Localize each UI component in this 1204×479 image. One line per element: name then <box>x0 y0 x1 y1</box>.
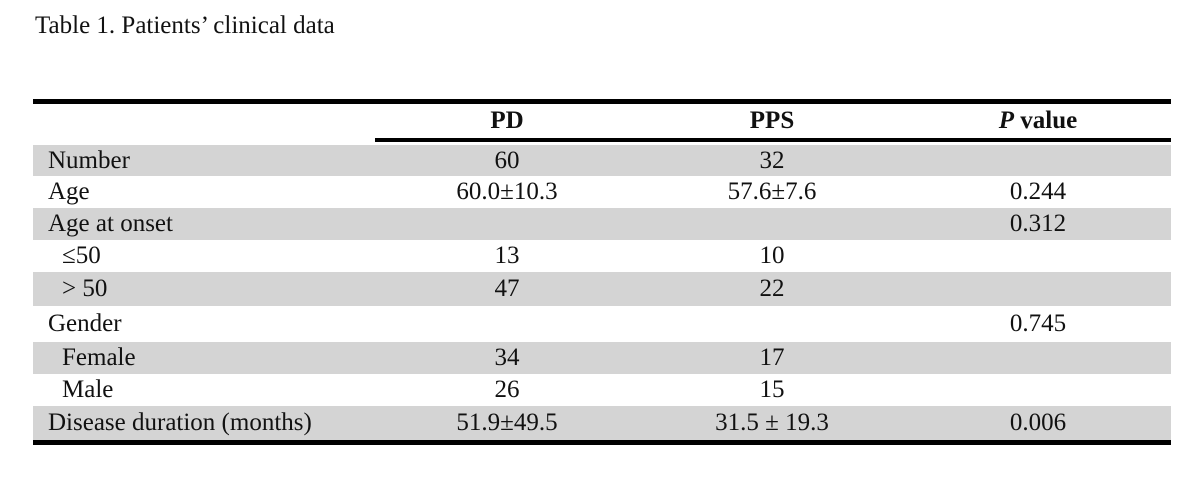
cell-value: 17 <box>759 344 785 371</box>
row-label: Age at onset <box>48 210 173 237</box>
cell-value: 0.745 <box>1009 310 1067 337</box>
table-title: Table 1. Patients’ clinical data <box>35 12 335 39</box>
cell-value: 32 <box>759 146 785 174</box>
table-row: Male 26 15 <box>33 374 1171 406</box>
cell-value: 60.0±10.3 <box>456 178 558 205</box>
cell-value: 0.244 <box>1009 178 1067 205</box>
cell-value: 60 <box>494 146 520 174</box>
cell-value: 57.6±7.6 <box>727 178 817 205</box>
cell-value: 51.9±49.5 <box>456 409 558 436</box>
cell-value: 13 <box>494 242 520 269</box>
table-row: Disease duration (months) 51.9±49.5 31.5 ±… <box>33 406 1171 440</box>
header-italic: P <box>998 107 1015 134</box>
cell-value: 26 <box>494 376 520 403</box>
row-label: Gender <box>48 310 122 337</box>
cell-value: 31.5 ± 19.3 <box>715 409 829 436</box>
cell-value: 22 <box>759 275 785 302</box>
row-label: Age <box>48 178 90 205</box>
table-row: ≤50 13 10 <box>33 240 1171 272</box>
table-row: Gender 0.745 <box>33 306 1171 342</box>
top-rule <box>33 99 1171 104</box>
cell-value: 0.006 <box>1009 409 1067 436</box>
row-label: > 50 <box>62 275 108 302</box>
row-label: Disease duration (months) <box>48 409 312 436</box>
header-text: value <box>1014 107 1078 134</box>
cell-value: 10 <box>759 242 785 269</box>
row-label: Number <box>48 146 130 174</box>
column-header: P value <box>999 107 1077 135</box>
cell-value: 47 <box>494 275 520 302</box>
column-header: PPS <box>749 107 795 134</box>
row-label: Female <box>62 344 136 371</box>
table-row: Age 60.0±10.3 57.6±7.6 0.244 <box>33 176 1171 208</box>
table-row: Number 60 32 <box>33 145 1171 176</box>
cell-value: 15 <box>759 376 785 403</box>
column-header: PD <box>490 107 524 134</box>
bottom-rule <box>33 440 1171 445</box>
row-label: ≤50 <box>62 242 101 269</box>
table-row: > 50 47 22 <box>33 272 1171 306</box>
cell-value: 0.312 <box>1009 210 1067 237</box>
row-label: Male <box>62 376 114 403</box>
table-row: Female 34 17 <box>33 342 1171 374</box>
cell-value: 34 <box>494 344 520 371</box>
table-row: Age at onset 0.312 <box>33 208 1171 240</box>
header-rule <box>375 138 1171 142</box>
